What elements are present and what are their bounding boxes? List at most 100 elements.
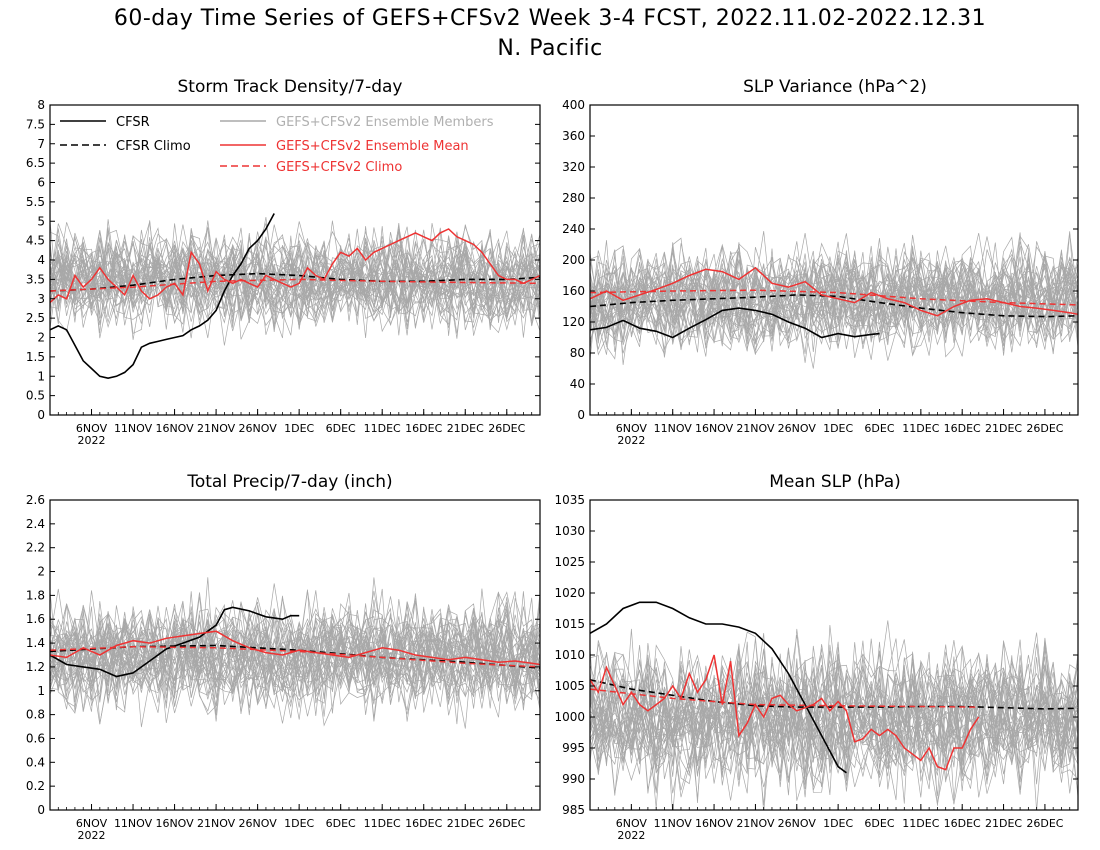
- ensemble-member-line: [50, 604, 540, 715]
- series-gefs-cfsv2-climo: [49, 278, 541, 292]
- ensemble-member-line: [50, 227, 540, 315]
- x-tick-label: 21NOV: [197, 817, 236, 830]
- ensemble-member-line: [590, 662, 1078, 788]
- legend-label: GEFS+CFSv2 Ensemble Mean: [276, 139, 469, 154]
- x-tick-label: 1DEC: [284, 422, 314, 435]
- y-tick-label: 1035: [554, 493, 585, 507]
- panel-title: Total Precip/7-day (inch): [186, 472, 392, 492]
- x-tick-label: 11NOV: [114, 422, 153, 435]
- x-tick-label: 26DEC: [1026, 422, 1063, 435]
- x-tick-label: 6NOV: [76, 817, 108, 830]
- ensemble-member-line: [50, 602, 540, 710]
- x-tick-label: 6DEC: [326, 422, 356, 435]
- x-tick-label: 6NOV: [616, 817, 648, 830]
- x-tick-year-label: 2022: [617, 829, 645, 842]
- x-tick-label: 16DEC: [944, 422, 981, 435]
- x-tick-label: 16DEC: [944, 817, 981, 830]
- plot-frame: [589, 104, 1079, 416]
- y-tick-label: 0.4: [26, 755, 45, 769]
- y-tick-label: 0: [577, 408, 585, 422]
- panel-title: Mean SLP (hPa): [769, 472, 901, 492]
- y-tick-label: 2.5: [26, 311, 45, 325]
- x-tick-label: 16NOV: [695, 422, 734, 435]
- x-tick-label: 6NOV: [76, 422, 108, 435]
- y-tick-label: 2.4: [26, 517, 45, 531]
- y-tick-label: 80: [570, 346, 585, 360]
- x-tick-label: 11NOV: [654, 817, 693, 830]
- y-tick-label: 3: [37, 292, 45, 306]
- ensemble-member-line: [590, 242, 1078, 351]
- y-tick-label: 5: [37, 214, 45, 228]
- legend-label: GEFS+CFSv2 Ensemble Members: [276, 115, 494, 130]
- ensemble-member-line: [590, 620, 1078, 810]
- figure-title-line2: N. Pacific: [497, 36, 603, 61]
- y-tick-label: 0: [37, 408, 45, 422]
- x-tick-label: 21NOV: [736, 422, 775, 435]
- series-cfsr-climo: [589, 294, 1079, 318]
- x-tick-label: 26DEC: [488, 422, 525, 435]
- y-tick-label: 2.2: [26, 541, 45, 555]
- y-tick-label: 990: [562, 772, 585, 786]
- panel-4: Mean SLP (hPa) 985 990 995 1000 1005 1010 1015 1…: [554, 472, 1079, 842]
- y-tick-label: 1.2: [26, 660, 45, 674]
- legend-label: CFSR Climo: [116, 139, 191, 154]
- ensemble-member-line: [50, 603, 540, 703]
- x-tick-label: 11DEC: [364, 817, 401, 830]
- ensemble-member-line: [50, 222, 540, 326]
- panel-1: Storm Track Density/7-day 0 0.5 1 1.5 2 2.5 3 3.…: [26, 77, 541, 447]
- x-tick-label: 11DEC: [902, 817, 939, 830]
- x-tick-label: 11NOV: [114, 817, 153, 830]
- y-tick-label: 1: [37, 684, 45, 698]
- ensemble-members: [590, 620, 1078, 810]
- ensemble-members: [50, 216, 540, 346]
- panel-title: SLP Variance (hPa^2): [743, 77, 927, 97]
- ensemble-member-line: [50, 224, 540, 321]
- y-tick-label: 280: [562, 191, 585, 205]
- x-tick-label: 21NOV: [197, 422, 236, 435]
- y-tick-label: 7: [37, 137, 45, 151]
- x-tick-label: 11DEC: [364, 422, 401, 435]
- ensemble-member-line: [590, 252, 1078, 342]
- figure-title-line1: 60-day Time Series of GEFS+CFSv2 Week 3-…: [113, 6, 987, 31]
- x-tick-year-label: 2022: [617, 434, 645, 447]
- y-tick-label: 320: [562, 160, 585, 174]
- y-tick-label: 7.5: [26, 117, 45, 131]
- ensemble-members: [50, 577, 540, 729]
- y-tick-label: 2.6: [26, 493, 45, 507]
- y-tick-label: 1.5: [26, 350, 45, 364]
- y-tick-label: 160: [562, 284, 585, 298]
- x-tick-label: 6DEC: [864, 422, 894, 435]
- ensemble-member-line: [50, 591, 540, 710]
- x-tick-label: 1DEC: [284, 817, 314, 830]
- y-tick-label: 400: [562, 98, 585, 112]
- y-tick-label: 0.8: [26, 708, 45, 722]
- x-tick-label: 26DEC: [1026, 817, 1063, 830]
- x-tick-label: 21DEC: [985, 817, 1022, 830]
- ensemble-member-line: [590, 638, 1078, 790]
- x-tick-label: 21DEC: [985, 422, 1022, 435]
- x-tick-label: 16DEC: [405, 422, 442, 435]
- y-tick-label: 360: [562, 129, 585, 143]
- ensemble-member-line: [590, 242, 1078, 358]
- y-tick-label: 1000: [554, 710, 585, 724]
- legend: CFSR CFSR Climo GEFS+CFSv2 Ensemble Member…: [60, 115, 494, 175]
- y-tick-label: 0.5: [26, 389, 45, 403]
- figure-title: 60-day Time Series of GEFS+CFSv2 Week 3-…: [0, 4, 1100, 64]
- x-tick-label: 21NOV: [736, 817, 775, 830]
- ensemble-member-line: [50, 220, 540, 329]
- x-tick-label: 11NOV: [654, 422, 693, 435]
- y-tick-label: 240: [562, 222, 585, 236]
- y-tick-label: 5.5: [26, 195, 45, 209]
- y-tick-label: 120: [562, 315, 585, 329]
- y-tick-label: 1005: [554, 679, 585, 693]
- ensemble-member-line: [50, 220, 540, 325]
- series-cfsr: [589, 307, 880, 339]
- panel-2: SLP Variance (hPa^2) 0 40 80 120 160 200 240 280…: [562, 77, 1079, 447]
- ensemble-member-line: [50, 601, 540, 703]
- x-tick-label: 16NOV: [695, 817, 734, 830]
- legend-label: CFSR: [116, 115, 150, 130]
- x-tick-label: 11DEC: [902, 422, 939, 435]
- y-tick-label: 4: [37, 253, 45, 267]
- x-tick-label: 6NOV: [616, 422, 648, 435]
- series-cfsr: [589, 601, 847, 774]
